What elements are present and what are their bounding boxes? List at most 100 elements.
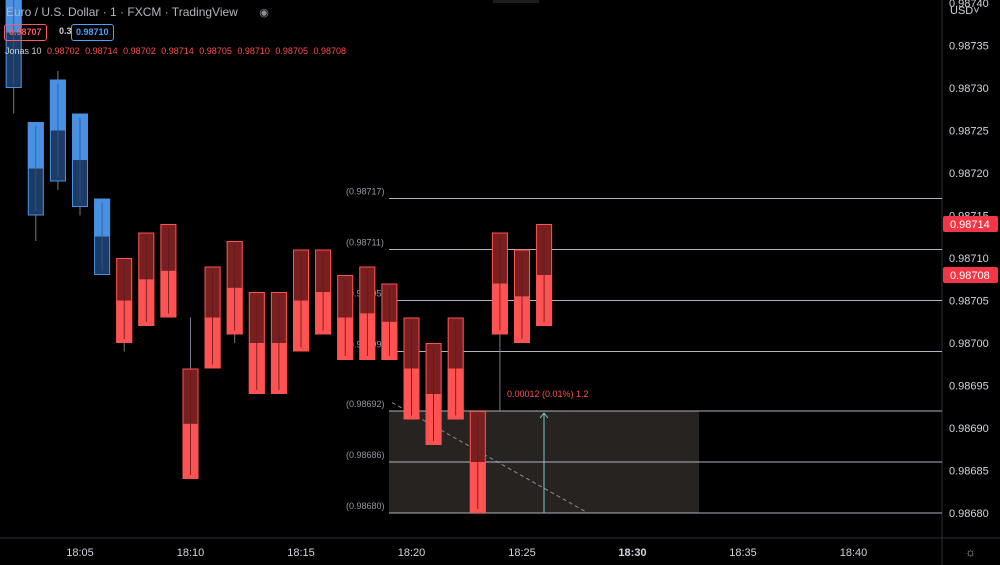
trend-dashed-line bbox=[391, 402, 589, 514]
price-tag-label: 0.98708 bbox=[950, 270, 990, 282]
candle-border bbox=[337, 275, 354, 360]
candle-border bbox=[116, 258, 133, 343]
spread-value: 0.3 bbox=[59, 26, 72, 36]
measure-label: 0.00012 (0.01%) 1.2 bbox=[507, 389, 589, 399]
candle[interactable] bbox=[204, 266, 221, 369]
indicator-value: 0.98702 bbox=[123, 46, 156, 56]
price-tag[interactable] bbox=[943, 267, 998, 283]
price-tick-label: 0.98685 bbox=[949, 466, 989, 478]
candle[interactable] bbox=[94, 198, 111, 276]
candle[interactable] bbox=[138, 232, 155, 327]
candle-border bbox=[27, 122, 44, 216]
price-tick-label: 0.98720 bbox=[949, 168, 989, 180]
candle-border bbox=[293, 249, 309, 352]
candle-border bbox=[72, 113, 88, 207]
candle[interactable] bbox=[182, 317, 199, 480]
price-tick-label: 0.98705 bbox=[949, 296, 989, 308]
candle[interactable] bbox=[270, 292, 287, 394]
eye-icon[interactable]: ◉ bbox=[259, 7, 269, 19]
candle-border bbox=[425, 343, 442, 445]
candle[interactable] bbox=[337, 275, 354, 360]
candle[interactable] bbox=[447, 317, 464, 420]
indicator-name: Jonas 10 bbox=[5, 46, 42, 56]
candle-border bbox=[447, 317, 464, 420]
price-tick-label: 0.98695 bbox=[949, 381, 989, 393]
candle-border bbox=[469, 411, 486, 513]
price-tick-label: 0.98710 bbox=[949, 253, 989, 265]
indicator-value: 0.98710 bbox=[237, 46, 270, 56]
candle[interactable] bbox=[491, 232, 508, 412]
indicator-value: 0.98708 bbox=[313, 46, 347, 56]
price-tick-label: 0.98680 bbox=[949, 508, 989, 520]
candle[interactable] bbox=[425, 343, 442, 445]
candle[interactable] bbox=[403, 317, 420, 420]
candle[interactable] bbox=[293, 249, 309, 352]
indicator-value: 0.98702 bbox=[47, 46, 80, 56]
indicator-value: 0.98705 bbox=[199, 46, 232, 56]
level-label: (0.98711) bbox=[346, 238, 384, 248]
candle-border bbox=[49, 79, 66, 182]
candle[interactable] bbox=[536, 224, 553, 326]
time-tick-label: 18:35 bbox=[729, 547, 757, 559]
price-tick-label: 0.98740 bbox=[949, 0, 989, 10]
currency-selector[interactable]: USD˅ bbox=[950, 5, 980, 17]
symbol-title[interactable]: Euro / U.S. Dollar · 1 · FXCM · TradingV… bbox=[6, 5, 238, 19]
candle[interactable] bbox=[359, 266, 376, 361]
settings-icon[interactable]: ☼ bbox=[965, 545, 976, 559]
candle[interactable] bbox=[49, 71, 66, 190]
candle[interactable] bbox=[469, 411, 486, 513]
time-tick-label: 18:05 bbox=[66, 547, 94, 559]
candle-border bbox=[248, 292, 265, 394]
candle-border bbox=[359, 266, 376, 360]
candle[interactable] bbox=[72, 113, 88, 216]
candle-border bbox=[381, 283, 398, 360]
measure-arrow-icon bbox=[539, 412, 549, 419]
candle[interactable] bbox=[381, 283, 398, 361]
top-handle[interactable] bbox=[493, 0, 539, 3]
candle[interactable] bbox=[315, 249, 332, 335]
candle-border bbox=[94, 198, 111, 275]
level-label: (0.98680) bbox=[346, 501, 385, 511]
candle-border bbox=[536, 224, 553, 326]
candle-border bbox=[5, 0, 22, 88]
candle-border bbox=[403, 317, 420, 420]
indicator-legend[interactable]: Jonas 10 0.98702 0.98714 0.98702 0.98714… bbox=[5, 46, 349, 56]
candle[interactable] bbox=[27, 122, 44, 241]
candle[interactable] bbox=[116, 258, 133, 352]
candle[interactable] bbox=[226, 241, 243, 343]
candle[interactable] bbox=[248, 292, 265, 394]
time-tick-label: 18:20 bbox=[398, 547, 426, 559]
indicator-value: 0.98705 bbox=[275, 46, 308, 56]
candle-border bbox=[204, 266, 221, 369]
time-tick-label: 18:15 bbox=[287, 547, 315, 559]
candle-border bbox=[182, 368, 199, 479]
time-tick-label: 18:30 bbox=[618, 547, 646, 559]
sell-price-button[interactable]: 0.98707 bbox=[4, 24, 47, 41]
chart-header: Euro / U.S. Dollar · 1 · FXCM · TradingV… bbox=[6, 5, 269, 19]
price-tick-label: 0.98700 bbox=[949, 338, 989, 350]
price-tick-label: 0.98735 bbox=[949, 41, 989, 53]
price-tag-label: 0.98714 bbox=[950, 219, 990, 231]
price-tag[interactable] bbox=[943, 216, 998, 232]
candle-border bbox=[160, 224, 177, 318]
buy-price-button[interactable]: 0.98710 bbox=[71, 24, 114, 41]
indicator-value: 0.98714 bbox=[85, 46, 118, 56]
time-tick-label: 18:40 bbox=[840, 547, 868, 559]
indicator-value: 0.98714 bbox=[161, 46, 194, 56]
price-tick-label: 0.98730 bbox=[949, 83, 989, 95]
level-label: (0.98717) bbox=[346, 187, 385, 197]
candle[interactable] bbox=[160, 224, 177, 318]
candle-border bbox=[315, 249, 332, 335]
candle-border bbox=[138, 232, 155, 326]
time-tick-label: 18:25 bbox=[508, 547, 536, 559]
candle-border bbox=[270, 292, 287, 394]
candle-border bbox=[226, 241, 243, 335]
level-label: (0.98686) bbox=[346, 450, 385, 460]
currency-label: USD bbox=[950, 5, 974, 17]
time-tick-label: 18:10 bbox=[177, 547, 205, 559]
candle-border bbox=[514, 249, 530, 343]
candle-border bbox=[491, 232, 508, 335]
candle[interactable] bbox=[514, 249, 530, 344]
level-label: (0.98692) bbox=[346, 399, 385, 409]
